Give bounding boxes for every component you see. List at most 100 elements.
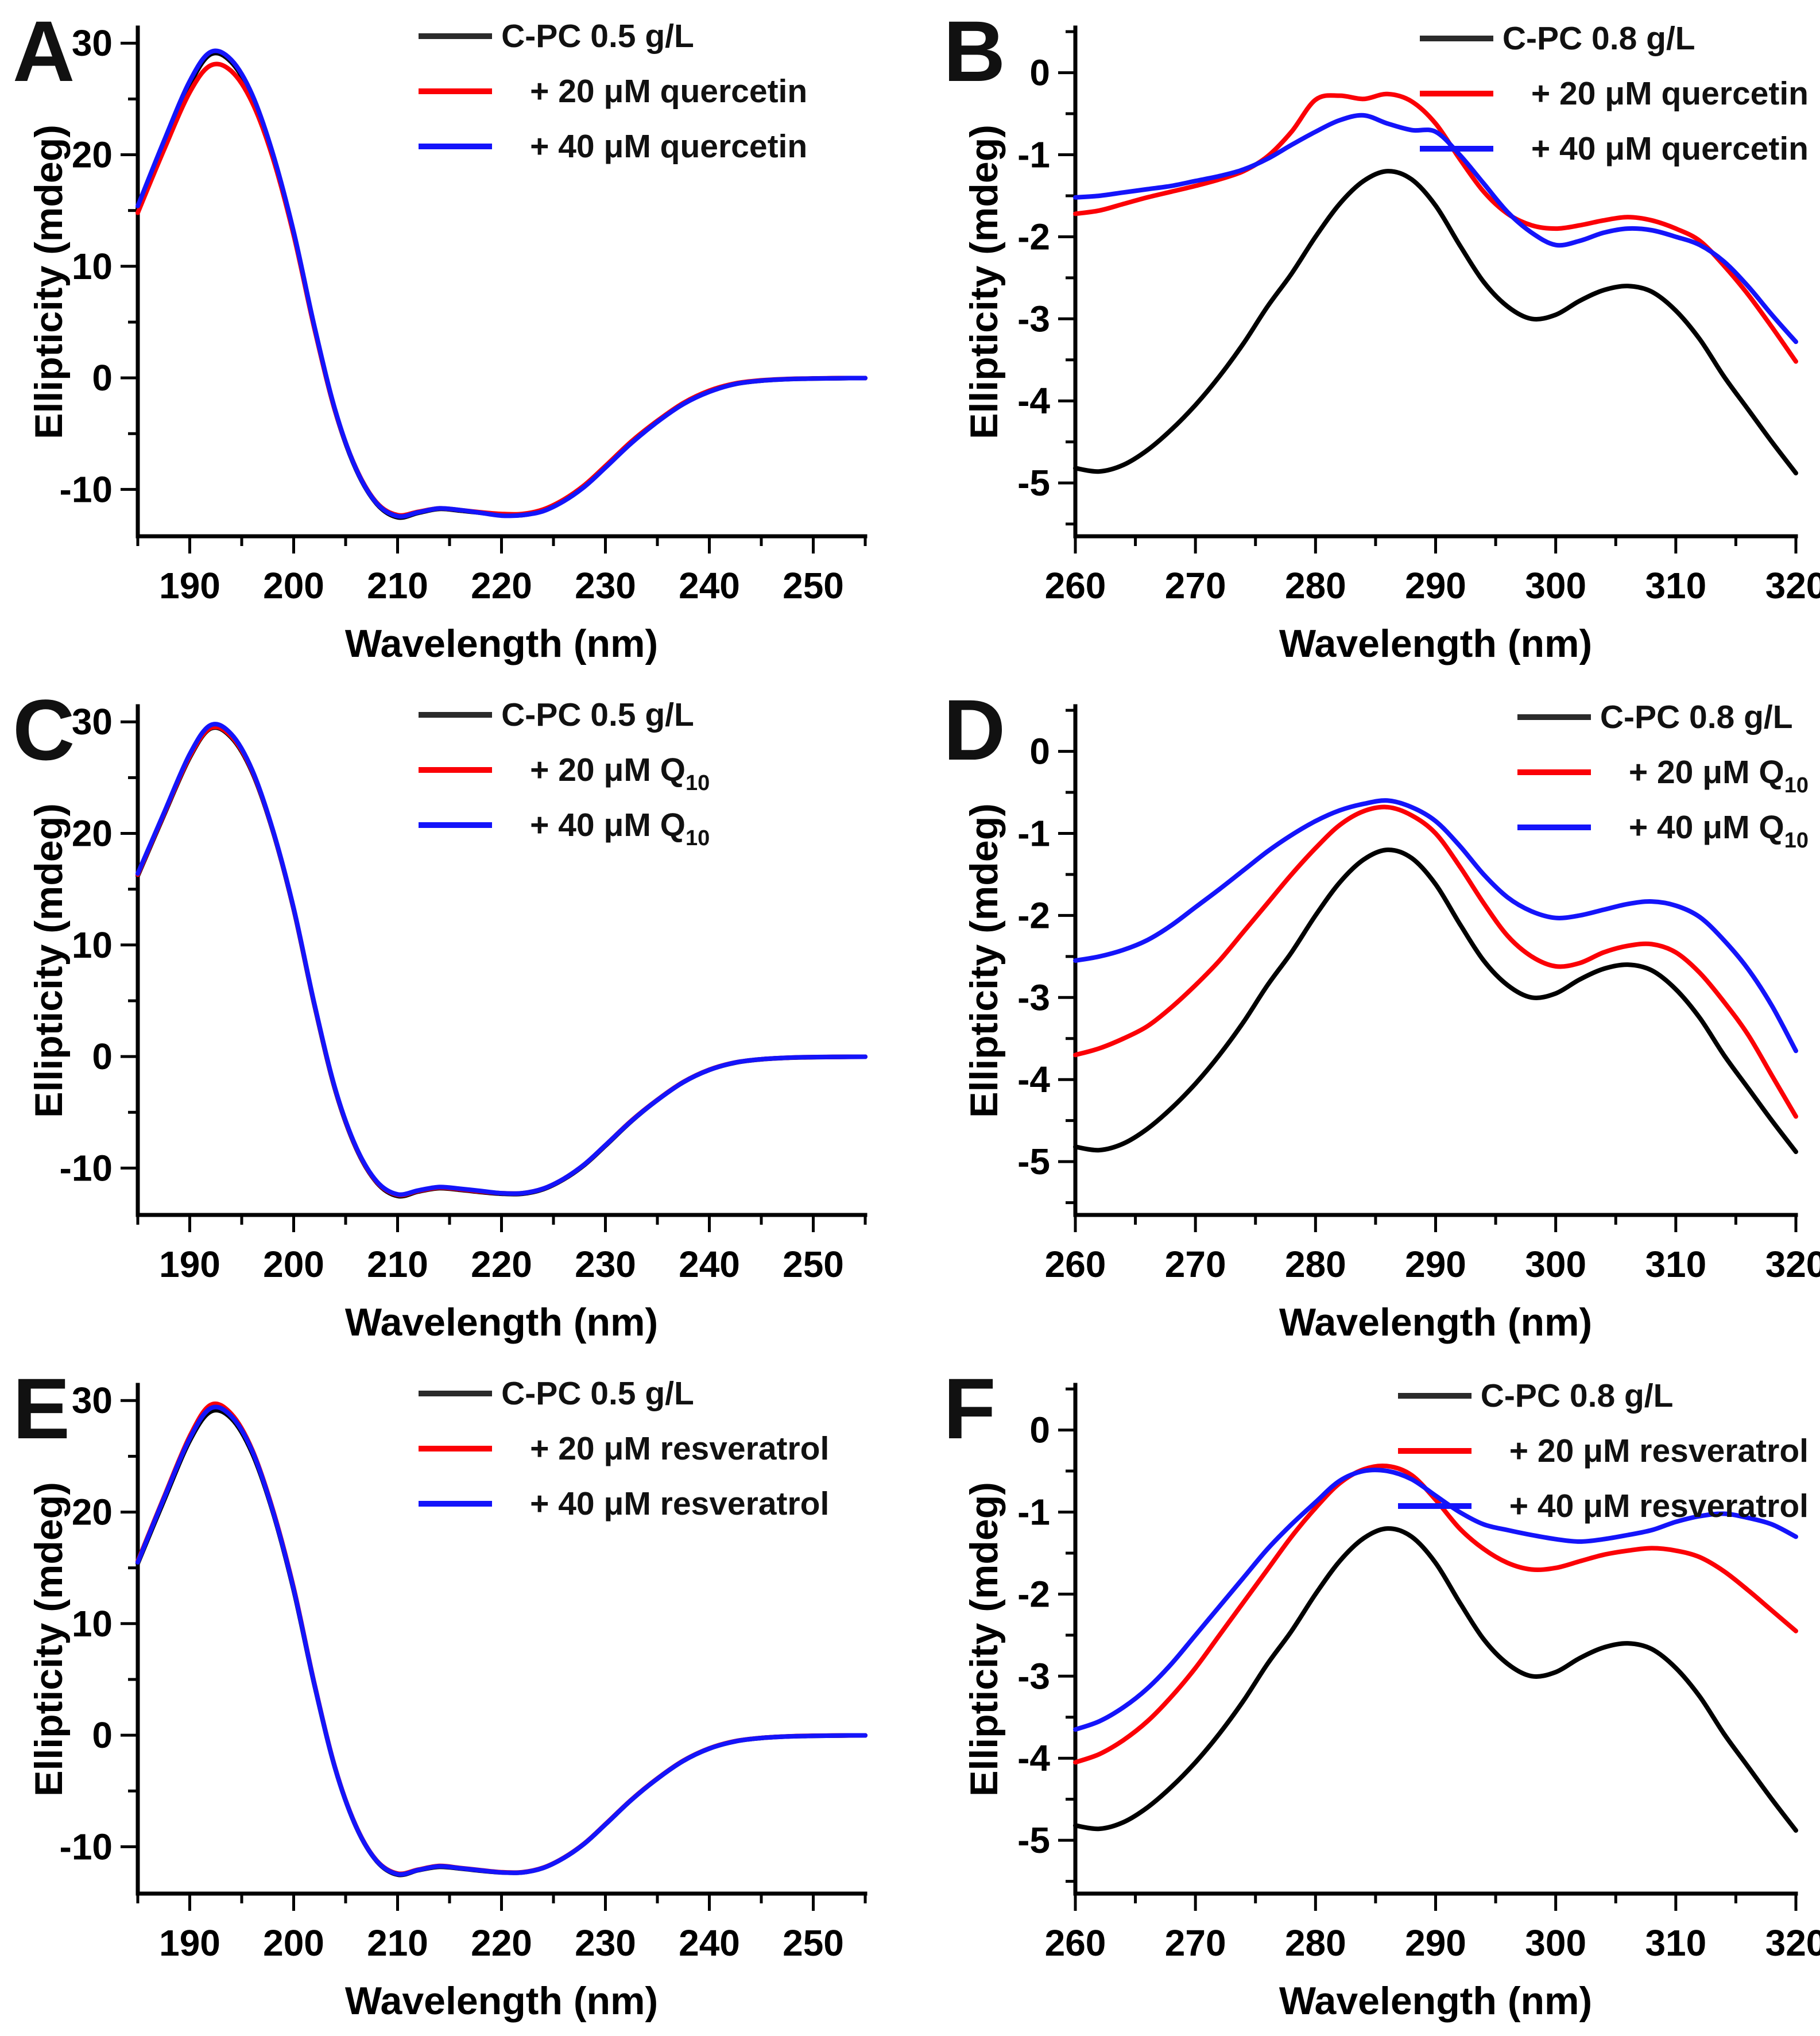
legend-line-swatch — [419, 144, 493, 149]
x-tick-label: 310 — [1645, 1244, 1706, 1285]
legend-line-swatch — [419, 88, 493, 94]
legend-label: + 20 μM Q10 — [1628, 754, 1809, 798]
legend-item: + 40 μM quercetin — [1419, 130, 1809, 168]
x-axis-title: Wavelength (nm) — [1279, 1300, 1592, 1344]
legend-item: + 40 μM resveratrol — [1397, 1487, 1809, 1525]
y-tick-label: 20 — [72, 813, 113, 854]
y-tick-label: 0 — [92, 1714, 113, 1756]
panel-e: 190 200 210 220 230 240 250 -10 0 10 20 30 Wavelengt… — [0, 1357, 910, 2036]
panel-b-chart: 260 270 280 290 300 310 320 -5 -4 -3 -2 -1 0 Waveleng… — [962, 25, 1820, 665]
legend-item: C-PC 0.5 g/L — [419, 1375, 829, 1412]
legend-line-swatch — [1419, 91, 1493, 96]
legend-item: + 20 μM quercetin — [419, 72, 807, 110]
legend-line-swatch — [1397, 1393, 1472, 1399]
y-tick-label: -1 — [1017, 134, 1050, 176]
x-tick-label: 280 — [1285, 565, 1346, 606]
legend-item: + 40 μM Q10 — [419, 806, 710, 850]
x-tick-label: 200 — [263, 1244, 324, 1285]
series-group — [135, 1401, 868, 1878]
legend-label: C-PC 0.8 g/L — [1600, 699, 1793, 736]
y-tick-label: -4 — [1017, 1059, 1050, 1100]
y-tick-label: -2 — [1017, 895, 1050, 936]
panel-d-legend: C-PC 0.8 g/L + 20 μM Q10 + 40 μM Q10 — [1517, 698, 1809, 853]
y-tick-label: -1 — [1017, 813, 1050, 854]
legend-label: + 20 μM Q10 — [530, 752, 710, 795]
panel-c-chart: 190 200 210 220 230 240 250 -10 0 10 20 30 Wavelengt… — [27, 701, 868, 1344]
y-tick-label: -5 — [1017, 1820, 1050, 1861]
panel-c-legend: C-PC 0.5 g/L + 20 μM Q10 + 40 μM Q10 — [419, 696, 710, 850]
series-line--40-m-q10 — [1073, 798, 1798, 1054]
legend-label: + 40 μM resveratrol — [530, 1485, 830, 1522]
x-tick-label: 220 — [471, 1922, 532, 1964]
x-axis-title: Wavelength (nm) — [345, 1979, 658, 2023]
tick-marks — [1058, 709, 1798, 1232]
y-tick-label: 0 — [92, 1036, 113, 1077]
legend-item: C-PC 0.8 g/L — [1397, 1377, 1809, 1415]
x-axis-title: Wavelength (nm) — [1279, 1979, 1592, 2023]
y-tick-label: -3 — [1017, 298, 1050, 339]
legend-item: + 20 μM Q10 — [419, 751, 710, 795]
legend-label: + 20 μM resveratrol — [530, 1430, 830, 1467]
legend-label: + 20 μM quercetin — [530, 73, 808, 110]
series-line-c-pc-0.8-g-l — [1073, 169, 1798, 475]
panel-letter-e: E — [13, 1360, 71, 1457]
tick-marks — [1058, 1387, 1798, 1911]
legend-line-swatch — [1397, 1448, 1472, 1454]
y-axis-title: Ellipticity (mdeg) — [27, 803, 71, 1118]
panel-b-legend: C-PC 0.8 g/L + 20 μM quercetin + 40 μM que… — [1419, 20, 1809, 168]
y-tick-label: 0 — [1029, 52, 1050, 94]
tick-marks — [1058, 30, 1798, 553]
legend-item: + 40 μM Q10 — [1517, 808, 1809, 853]
x-tick-label: 260 — [1045, 1244, 1106, 1285]
series-line-c-pc-0.8-g-l — [1073, 1526, 1798, 1833]
x-tick-label: 310 — [1645, 565, 1706, 606]
legend-label: C-PC 0.5 g/L — [501, 18, 694, 55]
x-tick-label: 290 — [1405, 565, 1466, 606]
x-tick-label: 240 — [679, 565, 740, 606]
legend-line-swatch — [419, 822, 493, 828]
y-tick-label: -1 — [1017, 1492, 1050, 1533]
tick-marks — [121, 1399, 867, 1911]
x-tick-label: 210 — [367, 565, 428, 606]
y-tick-label: 0 — [1029, 1410, 1050, 1451]
panel-f-legend: C-PC 0.8 g/L + 20 μM resveratrol + 40 μM r… — [1397, 1377, 1809, 1525]
y-tick-label: -10 — [60, 469, 113, 510]
y-tick-label: 0 — [92, 357, 113, 398]
x-tick-label: 270 — [1165, 1244, 1226, 1285]
x-tick-label: 310 — [1645, 1922, 1706, 1964]
y-tick-label: 30 — [72, 1380, 113, 1421]
legend-item: + 20 μM quercetin — [1419, 75, 1809, 113]
x-tick-label: 200 — [263, 565, 324, 606]
x-tick-label: 230 — [575, 565, 636, 606]
y-tick-label: 10 — [72, 246, 113, 287]
legend-line-swatch — [419, 33, 493, 39]
tick-marks — [121, 720, 867, 1232]
x-tick-label: 190 — [159, 565, 220, 606]
y-tick-label: 0 — [1029, 731, 1050, 772]
series-line--40-m-quercetin — [1073, 113, 1798, 345]
legend-item: + 40 μM quercetin — [419, 127, 807, 165]
legend-item: + 20 μM Q10 — [1517, 753, 1809, 798]
x-tick-label: 240 — [679, 1922, 740, 1964]
legend-line-swatch — [1419, 146, 1493, 152]
legend-item: C-PC 0.8 g/L — [1419, 20, 1809, 57]
x-tick-label: 210 — [367, 1922, 428, 1964]
x-tick-label: 260 — [1045, 565, 1106, 606]
legend-item: + 40 μM resveratrol — [419, 1485, 829, 1523]
panel-f: 260 270 280 290 300 310 320 -5 -4 -3 -2 -1 0 Waveleng… — [910, 1357, 1820, 2036]
series-line--40-m-resveratrol — [135, 1404, 868, 1877]
legend-item: C-PC 0.5 g/L — [419, 17, 807, 55]
x-tick-label: 230 — [575, 1244, 636, 1285]
panel-b: 260 270 280 290 300 310 320 -5 -4 -3 -2 -1 0 Waveleng… — [910, 0, 1820, 679]
series-group — [1073, 798, 1798, 1154]
legend-label-subscript: 10 — [685, 826, 710, 850]
y-tick-label: 10 — [72, 924, 113, 966]
legend-label: C-PC 0.5 g/L — [501, 696, 694, 733]
legend-line-swatch — [1419, 36, 1493, 41]
panel-letter-d: D — [943, 682, 1006, 778]
y-axis-title: Ellipticity (mdeg) — [27, 1482, 71, 1797]
y-tick-label: -3 — [1017, 1655, 1050, 1697]
legend-label: + 20 μM resveratrol — [1509, 1433, 1809, 1469]
legend-label-subscript: 10 — [685, 771, 710, 795]
y-tick-label: -5 — [1017, 1141, 1050, 1182]
